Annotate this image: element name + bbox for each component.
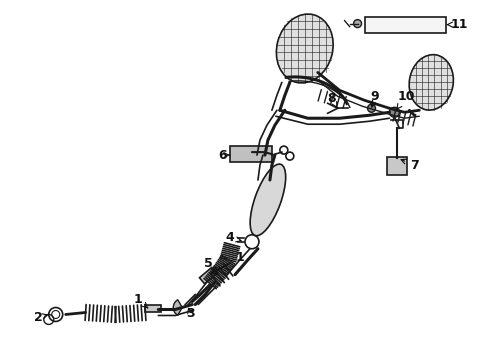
Circle shape bbox=[368, 104, 375, 112]
Text: 3: 3 bbox=[186, 307, 195, 320]
Wedge shape bbox=[173, 300, 182, 315]
Text: 1: 1 bbox=[211, 251, 245, 274]
Text: 1: 1 bbox=[134, 293, 148, 308]
Text: 4: 4 bbox=[226, 231, 241, 244]
Text: 11: 11 bbox=[447, 18, 468, 31]
Text: 6: 6 bbox=[218, 149, 229, 162]
Ellipse shape bbox=[409, 55, 453, 110]
Ellipse shape bbox=[276, 14, 333, 83]
Text: 2: 2 bbox=[34, 311, 49, 324]
Ellipse shape bbox=[250, 164, 286, 236]
Bar bbox=[146, 305, 161, 312]
Bar bbox=[199, 267, 217, 284]
Text: 7: 7 bbox=[401, 158, 419, 172]
Text: 10: 10 bbox=[397, 90, 415, 109]
Text: 9: 9 bbox=[370, 90, 379, 107]
Text: 5: 5 bbox=[204, 257, 218, 275]
Text: 8: 8 bbox=[327, 92, 337, 108]
Circle shape bbox=[390, 107, 399, 117]
Bar bbox=[365, 17, 446, 32]
Bar bbox=[230, 146, 272, 162]
Circle shape bbox=[354, 20, 362, 28]
Bar bbox=[388, 157, 407, 175]
